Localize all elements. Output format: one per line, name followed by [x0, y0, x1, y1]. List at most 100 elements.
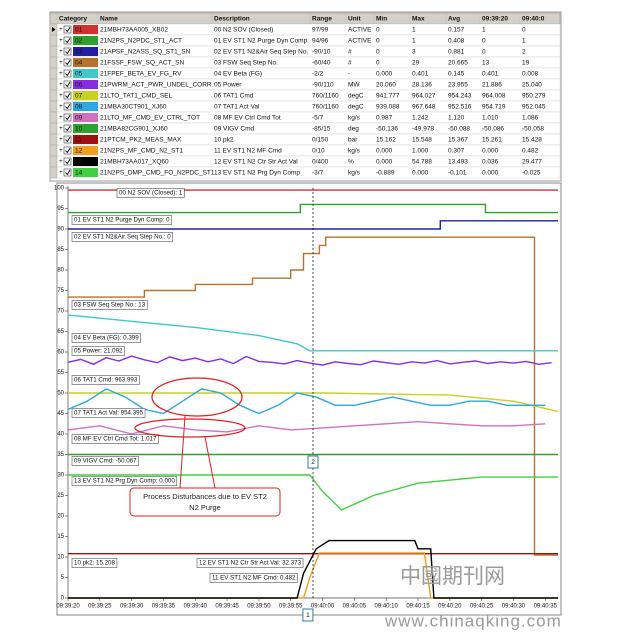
- table: Category Name Description Range Unit Min Max Av…: [49, 12, 561, 179]
- cell: 01: [75, 27, 83, 34]
- trace: [67, 314, 558, 352]
- checkbox: [63, 135, 72, 144]
- y-tick-label: 5: [61, 575, 65, 581]
- expand-icon: +: [59, 26, 63, 33]
- cell: 1.120: [448, 115, 465, 122]
- cell: 07: [75, 93, 83, 100]
- cell: -60/40: [312, 60, 331, 67]
- checkbox: [63, 124, 72, 133]
- cell: 54.788: [412, 159, 432, 166]
- cell: -85/15: [312, 126, 331, 133]
- checkbox: [63, 113, 72, 122]
- row-header: [49, 89, 58, 102]
- cell: 967.648: [412, 104, 436, 111]
- row-header: [49, 78, 58, 91]
- cell: 10 pk2: [214, 137, 234, 144]
- row-header: [49, 155, 58, 168]
- row-header: [49, 122, 58, 135]
- trace: [67, 388, 546, 415]
- x-tick-label: 09:39:55: [279, 604, 303, 610]
- cell: 13: [75, 159, 83, 166]
- cell: 21MBH73AA005_XB02: [100, 27, 168, 34]
- cell: 09 VIGV Cmd: [214, 126, 254, 133]
- cell: 28.136: [412, 82, 432, 89]
- checkbox: [63, 157, 72, 166]
- cell: 0/150: [312, 137, 329, 144]
- annotation: N2 Purge: [189, 503, 221, 512]
- cell: 0: [482, 49, 486, 56]
- cell: 11 EV ST1 N2 MF Cmd: [214, 148, 282, 155]
- color-swatch: [73, 102, 98, 111]
- annotation: Process Disturbances due to EV ST2: [143, 492, 267, 501]
- plot: 0510152025303540455055606570758085909510…: [54, 186, 559, 622]
- trace-label: 12 EV ST1 N2 Ctr Str Act Val: 32.373: [199, 560, 302, 567]
- cell: 1.010: [482, 115, 499, 122]
- cell: -: [348, 71, 350, 78]
- check-mark: [65, 103, 71, 110]
- trace-label: 05 Power: 21.092: [74, 348, 123, 355]
- trace-label-box: [209, 573, 298, 583]
- cell: -0.101: [448, 170, 467, 177]
- cell: 21FSSF_FSW_SQ_ACT_SN: [100, 60, 184, 67]
- check-mark: [65, 48, 71, 55]
- cell: 0.881: [448, 49, 465, 56]
- watermark-url: www.chinaqking.com: [384, 611, 562, 630]
- trace-label-box: [71, 333, 141, 343]
- cell: -49.978: [412, 126, 434, 133]
- cell: 13: [482, 60, 490, 67]
- cell: kg/s: [348, 170, 361, 177]
- column-header: 09:40:0: [522, 16, 545, 23]
- check-mark: [65, 114, 71, 121]
- cell: -5/7: [312, 115, 324, 122]
- cell: 21MBH73AA017_XQ60: [100, 159, 169, 166]
- expand-icon: +: [59, 92, 63, 99]
- x-tick-label: 09:40:05: [343, 604, 367, 610]
- trace-label-box: [71, 476, 178, 486]
- x-tick-label: 09:40:35: [534, 604, 558, 610]
- cell: 06: [75, 82, 83, 89]
- column-header: Category: [59, 16, 88, 23]
- column-header: Range: [312, 16, 332, 23]
- trace-label-box: [116, 188, 185, 198]
- cell: 97/99: [312, 27, 329, 34]
- y-tick-label: 70: [57, 309, 64, 315]
- color-swatch: [73, 58, 98, 67]
- cell: 03 FSW Seq Step No.: [214, 60, 278, 67]
- trace-label-box: [71, 232, 173, 242]
- column-header: Avg: [448, 16, 460, 23]
- cell: 21.886: [482, 82, 502, 89]
- cell: 0.401: [412, 71, 429, 78]
- cell: 964.008: [482, 93, 506, 100]
- cell: 941.777: [376, 93, 400, 100]
- trace-label: 07 TAT1 Act Val: 954.395: [74, 410, 144, 417]
- check-mark: [65, 92, 71, 99]
- trace-label-box: [71, 434, 159, 444]
- column-header: Max: [412, 16, 425, 23]
- trace-label-box: [71, 558, 118, 568]
- cell: 15.162: [376, 137, 396, 144]
- y-tick-label: 60: [57, 350, 64, 356]
- cell: 06 TAT1 Cmd: [214, 93, 254, 100]
- cell: 21N2PS_N2PDC_ST1_ACT: [100, 38, 182, 45]
- cell: 21PTCM_PK2_MEAS_MAX: [100, 137, 182, 144]
- cell: 21LTO_MF_CMD_EV_CTRL_TOT: [100, 115, 200, 122]
- cell: 20.665: [448, 60, 468, 67]
- cell: 08 MF EV Ctrl Cmd Tot: [214, 115, 281, 122]
- cell: 2: [522, 49, 526, 56]
- y-tick-label: 30: [57, 473, 64, 479]
- cell: #: [348, 49, 352, 56]
- expand-icon: +: [59, 136, 63, 143]
- cell: -50.088: [448, 126, 470, 133]
- cell: 15.261: [482, 137, 502, 144]
- cell: 1.000: [412, 148, 429, 155]
- cell: -0.889: [376, 170, 395, 177]
- cell: 0: [376, 27, 380, 34]
- cell: -0.025: [522, 170, 541, 177]
- cell: 0.401: [482, 71, 499, 78]
- x-tick-label: 09:40:25: [470, 604, 494, 610]
- cell: 21APSF_N2ASS_SQ_ST1_SN: [100, 49, 191, 56]
- checkbox: [63, 47, 72, 56]
- trace-label: 04 EV Beta (FG): 0.399: [74, 335, 139, 342]
- cell: 15.548: [412, 137, 432, 144]
- trace-label-box: [71, 346, 125, 356]
